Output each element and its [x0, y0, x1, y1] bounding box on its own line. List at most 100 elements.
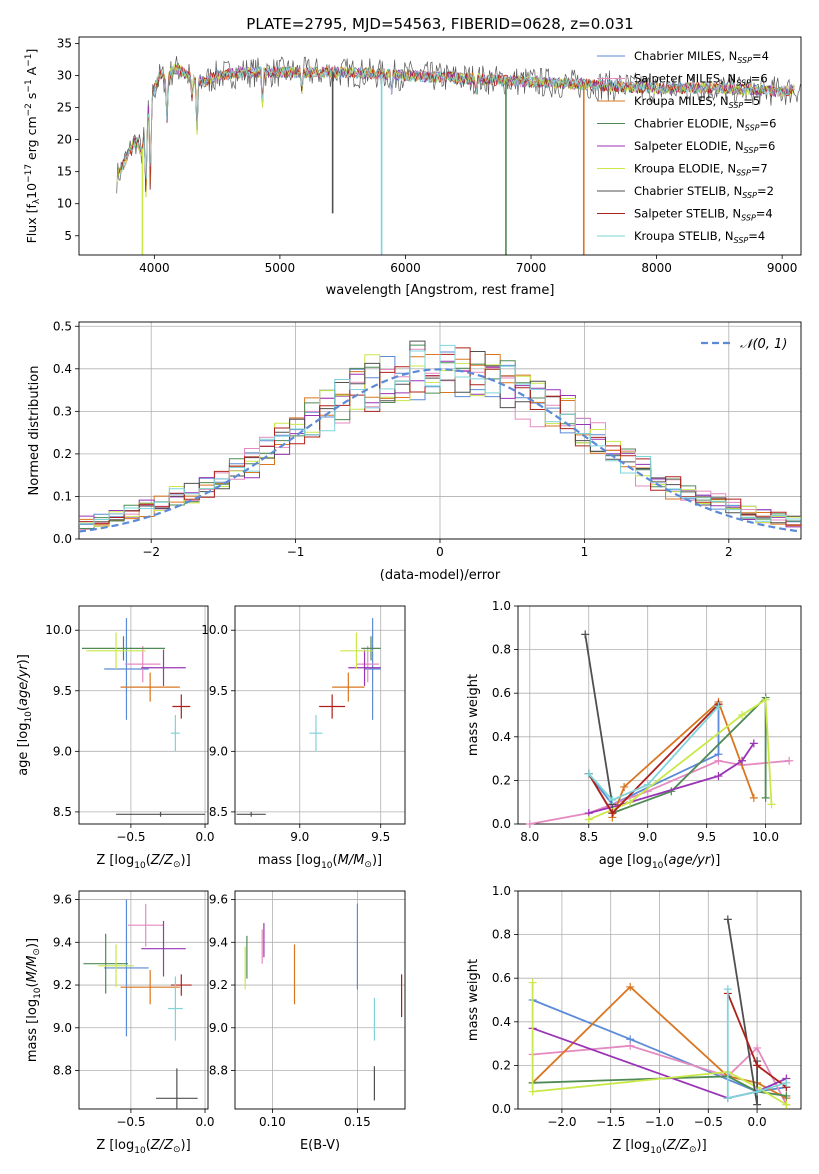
weight-series-marker: [620, 782, 629, 791]
y-tick-label: 35: [57, 36, 72, 50]
y-tick-label: 8.8: [209, 1064, 228, 1078]
y-tick-label: 9.4: [53, 935, 72, 949]
y-tick-label: 0.8: [492, 928, 511, 942]
weight-series-line: [584, 634, 614, 805]
y-tick-label: 0.3: [53, 404, 72, 418]
legend-label: Chabrier ELODIE, NSSP=6: [634, 117, 776, 133]
x-tick-label: −0.5: [116, 830, 145, 844]
errorbar-group: [236, 618, 381, 817]
x-tick-label: −2.0: [547, 1115, 576, 1129]
weight-series-marker: [753, 1043, 762, 1052]
x-tick-label: 9.5: [371, 830, 390, 844]
legend-label: Salpeter ELODIE, NSSP=6: [634, 139, 775, 155]
plot-frame: [234, 605, 406, 825]
y-tick-label: 0.6: [492, 686, 511, 700]
x-tick-label: 1: [581, 545, 589, 559]
weight-series-line: [726, 989, 787, 1100]
y-axis-label: age [log10(age/yr)]: [16, 654, 34, 776]
weight-series-marker: [753, 1061, 762, 1070]
y-tick-label: 9.0: [209, 744, 228, 758]
y-tick-label: 10.0: [45, 623, 72, 637]
y-tick-label: 9.0: [53, 744, 72, 758]
errorbar-group: [244, 903, 403, 1101]
y-tick-label: 0.2: [53, 447, 72, 461]
y-tick-label: 10: [57, 197, 72, 211]
weight-series-marker: [714, 702, 723, 711]
x-tick-label: 5000: [265, 261, 296, 275]
y-tick-label: 8.5: [209, 805, 228, 819]
legend-label: Kroupa STELIB, NSSP=4: [634, 229, 765, 245]
y-axis-label: mass weight: [466, 674, 481, 756]
y-tick-label: 0.0: [492, 1102, 511, 1116]
x-tick-label: 9.5: [697, 830, 716, 844]
x-tick-label: 8000: [641, 261, 672, 275]
weight-series-line: [588, 705, 720, 802]
x-axis-label: Z [log10(Z/Z⊙)]: [612, 1138, 706, 1156]
plot-frame: [78, 890, 209, 1110]
x-axis-label: wavelength [Angstrom, rest frame]: [326, 283, 555, 298]
x-tick-label: 0.0: [195, 1115, 214, 1129]
weight-series-marker: [626, 798, 635, 807]
residual-histogram-panel: −2 −1 0 1 2 0.0 0.1 0.2 0.3 0.4 0.5 𝒩(0, 1) (data-mo…: [27, 319, 802, 583]
legend-label: Salpeter MILES, NSSP=6: [634, 72, 768, 88]
x-tick-label: 6000: [390, 261, 421, 275]
weight-series-line: [611, 700, 755, 818]
weight-series-marker: [626, 1041, 635, 1050]
x-axis-label: Z [log10(Z/Z⊙)]: [96, 1138, 190, 1156]
mass-weight-vs-age-panel: 8.0 8.5 9.0 9.5 10.0 0.0 0.2 0.4 0.6 0.8 1.0 age [l…: [466, 599, 802, 871]
weight-series-marker: [753, 1100, 762, 1109]
plot-frame: [517, 890, 802, 1110]
x-tick-label: 0.0: [748, 1115, 767, 1129]
weight-series-marker: [608, 809, 617, 818]
y-axis-label: mass [log10(M/M⊙)]: [25, 938, 43, 1062]
x-tick-label: 0.10: [259, 1115, 286, 1129]
weight-series-marker: [723, 1094, 732, 1103]
x-tick-label: 2: [725, 545, 733, 559]
weight-series-marker: [608, 796, 617, 805]
weight-series-marker: [761, 793, 770, 802]
y-tick-label: 9.0: [209, 1021, 228, 1035]
x-tick-label: 4000: [139, 261, 170, 275]
weight-series-marker: [749, 739, 758, 748]
weight-series-marker: [761, 695, 770, 704]
y-tick-label: 0.0: [53, 532, 72, 546]
x-tick-label: 8.5: [579, 830, 598, 844]
y-tick-label: 9.6: [53, 893, 72, 907]
y-tick-label: 9.2: [209, 978, 228, 992]
weight-series-marker: [723, 985, 732, 994]
y-tick-label: 25: [57, 101, 72, 115]
weight-series-marker: [753, 1087, 762, 1096]
plot-frame: [78, 605, 209, 825]
weight-series-marker: [723, 915, 732, 924]
y-tick-label: 0.4: [492, 1015, 511, 1029]
age-vs-mass-panel: 9.0 9.5 8.5 9.0 9.5 10.0 mass [log10(M/M⊙)]: [201, 605, 406, 871]
legend-label: Chabrier STELIB, NSSP=2: [634, 184, 774, 200]
spectrum-lines: [116, 55, 801, 255]
weight-series-marker: [525, 820, 534, 828]
y-tick-label: 9.6: [209, 893, 228, 907]
y-axis-label: Flux [fλ10−17 erg cm−2 s−1 A−1]: [24, 49, 42, 244]
x-tick-label: −0.5: [116, 1115, 145, 1129]
mass-vs-metallicity-panel: −0.5 0.0 8.8 9.0 9.2 9.4 9.6 Z [log10(Z/Z⊙)] mas…: [25, 890, 215, 1156]
y-tick-label: 0.2: [492, 1058, 511, 1072]
x-tick-label: 10.0: [752, 830, 779, 844]
y-tick-label: 10.0: [201, 623, 228, 637]
age-vs-metallicity-panel: −0.5 0.0 8.5 9.0 9.5 10.0 Z [log10(Z/Z⊙)] age […: [16, 605, 215, 871]
weight-series-marker: [785, 756, 794, 765]
plot-frame: [78, 36, 802, 256]
spectrum-series: [120, 65, 795, 179]
histogram-series: [79, 344, 801, 525]
y-tick-label: 1.0: [492, 884, 511, 898]
x-tick-label: −2: [142, 545, 160, 559]
y-tick-label: 0.4: [492, 730, 511, 744]
x-tick-label: −0.5: [694, 1115, 723, 1129]
spectrum-panel: 4000 5000 6000 7000 8000 9000 5 10 15 20 25 30 35 wav…: [24, 36, 802, 298]
weight-lines: [525, 630, 794, 828]
weight-series-line: [529, 759, 790, 825]
legend-label: 𝒩(0, 1): [740, 337, 787, 352]
errorbar-group: [83, 899, 198, 1109]
plot-frame: [517, 605, 802, 825]
weight-series-marker: [738, 756, 747, 765]
y-tick-label: 9.0: [53, 1021, 72, 1035]
